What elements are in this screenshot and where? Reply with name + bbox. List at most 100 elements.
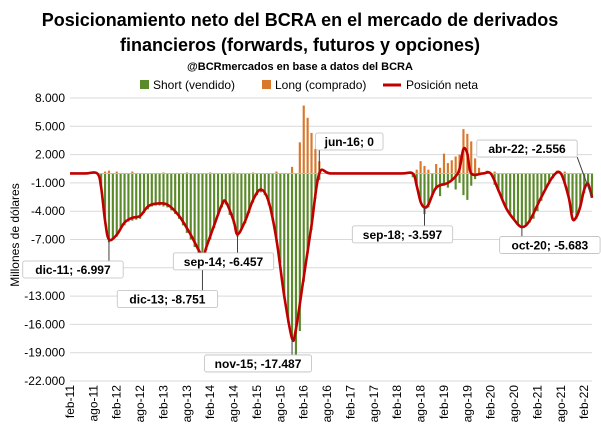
bar — [115, 173, 118, 237]
bar — [579, 173, 582, 208]
bar — [244, 173, 247, 224]
bar — [197, 173, 200, 255]
bar — [431, 173, 434, 197]
bar — [298, 173, 301, 332]
bar — [567, 173, 570, 198]
bar — [446, 173, 449, 188]
bar — [142, 173, 146, 214]
x-tick-label: ago-13 — [180, 385, 194, 423]
bar — [174, 173, 177, 215]
bar — [298, 142, 301, 174]
bar — [583, 173, 586, 194]
bar — [520, 173, 523, 228]
bar — [458, 173, 461, 183]
annotation-box — [499, 236, 601, 254]
bar — [232, 173, 235, 224]
bar — [544, 173, 547, 191]
bar — [310, 173, 313, 231]
bar — [423, 165, 426, 174]
y-tick-label: -16.000 — [24, 317, 65, 331]
bar — [189, 173, 192, 240]
bar — [119, 173, 122, 229]
y-tick-label: -4.000 — [31, 204, 65, 218]
x-tick-label: feb-13 — [156, 385, 170, 419]
bar — [493, 171, 496, 174]
bar — [166, 173, 169, 208]
bar — [162, 173, 165, 207]
x-tick-label: ago-16 — [320, 385, 334, 423]
gridlines — [70, 97, 592, 382]
bar — [181, 173, 185, 226]
annotations: dic-11; -6.997 dic-13; -8.751 sep-14; -6.4… — [22, 132, 601, 373]
x-tick-label: ago-17 — [367, 385, 381, 423]
x-tick-label: feb-17 — [343, 385, 357, 419]
bar — [470, 173, 473, 186]
bar — [107, 173, 111, 243]
bar — [590, 173, 594, 198]
annotation-label: dic-11; -6.997 — [35, 263, 111, 277]
bar — [548, 173, 551, 184]
bar — [158, 173, 161, 206]
x-tick-label: feb-22 — [577, 385, 591, 419]
y-tick-label: -13.000 — [24, 289, 65, 303]
bar — [248, 173, 251, 214]
x-tick-label: ago-20 — [507, 385, 521, 423]
bar — [228, 173, 231, 215]
bar — [306, 117, 309, 174]
legend-label-1: Long (comprado) — [275, 78, 366, 92]
bar — [415, 169, 418, 174]
annotation-label: sep-18; -3.597 — [363, 228, 443, 242]
bar — [310, 132, 313, 174]
bar — [131, 171, 134, 174]
legend: Short (vendido) Long (comprado) Posición n… — [140, 78, 478, 92]
bar — [516, 173, 520, 224]
chart-title-line-1: Posicionamiento neto del BCRA en el merc… — [42, 10, 558, 30]
bar — [563, 171, 566, 174]
bar — [201, 173, 204, 259]
bar — [439, 167, 442, 174]
bar — [123, 173, 126, 226]
annotation-label: sep-14; -6.457 — [184, 255, 264, 269]
x-tick-label: feb-14 — [203, 385, 217, 419]
legend-label-0: Short (vendido) — [153, 78, 235, 92]
bar — [450, 173, 453, 182]
bar — [205, 173, 208, 250]
bar — [536, 173, 539, 212]
y-tick-label: -19.000 — [24, 346, 65, 360]
legend-swatch-1 — [262, 80, 271, 89]
x-tick-label: feb-19 — [437, 385, 451, 419]
x-tick-label: feb-21 — [530, 385, 544, 419]
bar — [528, 173, 531, 223]
bar — [150, 173, 153, 207]
bar — [170, 173, 173, 211]
annotation-box — [172, 252, 275, 271]
y-tick-label: 2.000 — [35, 148, 65, 162]
bar — [290, 173, 294, 340]
bar — [287, 173, 290, 323]
annotation-label: abr-22; -2.556 — [488, 142, 566, 156]
bar — [474, 158, 477, 174]
bar — [131, 173, 134, 221]
bar — [271, 173, 274, 221]
x-tick-label: feb-15 — [250, 385, 264, 419]
bar — [306, 173, 309, 254]
y-tick-labels: 8.0005.0002.000-1.000-4.000-7.000-10.000… — [24, 91, 65, 388]
legend-label-2: Posición neta — [406, 78, 478, 92]
bar — [419, 173, 422, 202]
y-tick-label: -1.000 — [31, 176, 65, 190]
annotation-label: jun-16; 0 — [324, 135, 375, 149]
bar — [111, 173, 114, 240]
bar — [442, 153, 446, 174]
x-tick-label: feb-12 — [110, 385, 124, 419]
bar — [540, 173, 543, 201]
bar — [497, 173, 500, 192]
bar — [290, 166, 294, 174]
bar — [209, 173, 212, 240]
annotation-leader — [576, 156, 593, 198]
bar — [302, 173, 305, 282]
bar — [263, 173, 266, 196]
bar — [532, 173, 535, 219]
bar — [501, 173, 504, 201]
bar — [442, 173, 446, 186]
